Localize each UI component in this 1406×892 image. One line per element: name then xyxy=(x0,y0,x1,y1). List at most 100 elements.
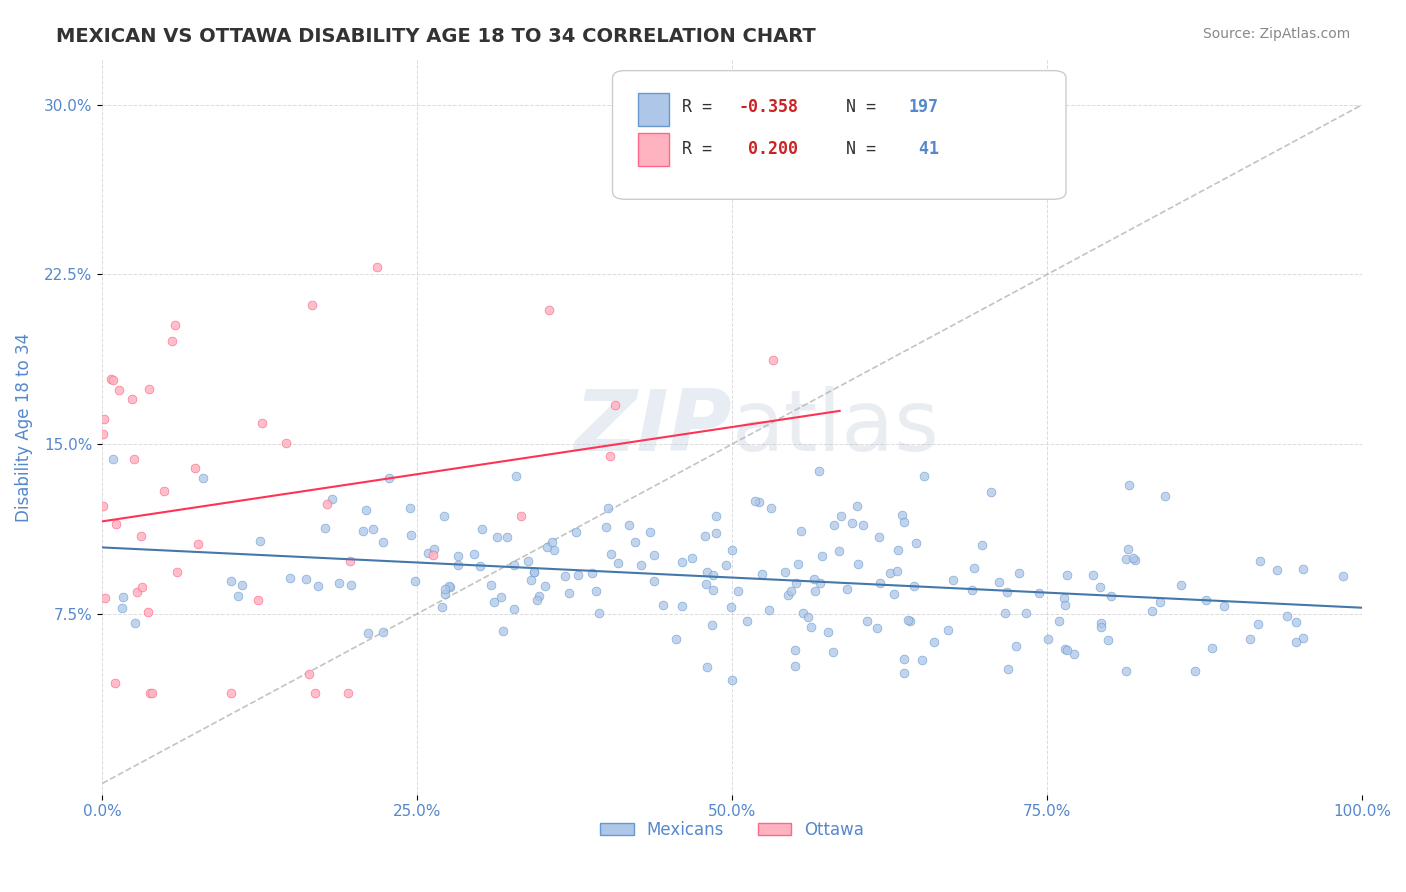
Mexicans xyxy=(526,593,548,607)
Ottawa xyxy=(298,667,321,681)
Mexicans xyxy=(314,521,336,535)
FancyBboxPatch shape xyxy=(638,133,669,166)
Mexicans xyxy=(868,530,890,544)
Mexicans xyxy=(780,584,803,599)
Mexicans xyxy=(399,527,422,541)
Mexicans xyxy=(1122,551,1144,566)
Mexicans xyxy=(630,558,652,572)
Mexicans xyxy=(652,598,675,612)
Mexicans xyxy=(735,614,758,628)
Mexicans xyxy=(1195,593,1218,607)
Mexicans xyxy=(463,547,485,561)
Ottawa xyxy=(141,686,163,700)
Mexicans xyxy=(399,500,422,515)
Ottawa xyxy=(108,383,131,397)
Ottawa xyxy=(91,426,114,441)
Mexicans xyxy=(893,666,915,681)
Mexicans xyxy=(112,591,135,605)
Ottawa xyxy=(153,484,176,499)
Mexicans xyxy=(1213,599,1236,614)
Ottawa xyxy=(138,382,160,396)
Mexicans xyxy=(1118,478,1140,492)
Mexicans xyxy=(111,600,134,615)
Mexicans xyxy=(803,572,825,586)
Mexicans xyxy=(496,530,519,544)
Mexicans xyxy=(1090,619,1112,633)
Mexicans xyxy=(567,568,589,582)
Mexicans xyxy=(536,541,558,555)
Mexicans xyxy=(295,572,318,586)
Ottawa xyxy=(104,516,127,531)
Mexicans xyxy=(994,606,1017,620)
Mexicans xyxy=(221,574,243,588)
Mexicans xyxy=(1142,604,1164,618)
Mexicans xyxy=(823,518,845,533)
Mexicans xyxy=(803,583,825,598)
Ottawa xyxy=(221,686,243,700)
Mexicans xyxy=(600,547,623,561)
Mexicans xyxy=(1056,643,1078,657)
Mexicans xyxy=(482,595,505,609)
Mexicans xyxy=(433,586,456,600)
Mexicans xyxy=(1170,578,1192,592)
Mexicans xyxy=(418,546,440,560)
Mexicans xyxy=(1115,665,1137,679)
Mexicans xyxy=(879,566,901,580)
Ottawa xyxy=(538,302,561,317)
Text: MEXICAN VS OTTAWA DISABILITY AGE 18 TO 34 CORRELATION CHART: MEXICAN VS OTTAWA DISABILITY AGE 18 TO 3… xyxy=(56,27,815,45)
Mexicans xyxy=(280,571,302,585)
Mexicans xyxy=(643,574,665,589)
Mexicans xyxy=(588,606,610,620)
Mexicans xyxy=(922,635,945,649)
Mexicans xyxy=(352,524,374,539)
Mexicans xyxy=(893,515,915,529)
Legend: Mexicans, Ottawa: Mexicans, Ottawa xyxy=(593,814,870,846)
Mexicans xyxy=(1028,586,1050,600)
Ottawa xyxy=(422,548,444,562)
Mexicans xyxy=(503,558,526,572)
Mexicans xyxy=(665,632,688,646)
Mexicans xyxy=(643,548,665,562)
Mexicans xyxy=(585,584,607,599)
Mexicans xyxy=(307,579,329,593)
Mexicans xyxy=(856,614,879,628)
Mexicans xyxy=(866,621,889,635)
Ottawa xyxy=(337,686,360,700)
Mexicans xyxy=(124,616,146,631)
Mexicans xyxy=(516,554,538,568)
Mexicans xyxy=(543,543,565,558)
Ottawa xyxy=(250,416,273,430)
Mexicans xyxy=(897,613,920,627)
Text: R =: R = xyxy=(682,98,721,116)
Mexicans xyxy=(471,522,494,536)
Ottawa xyxy=(139,686,162,700)
Mexicans xyxy=(695,576,717,591)
Mexicans xyxy=(558,586,581,600)
Mexicans xyxy=(447,558,470,572)
Mexicans xyxy=(1116,542,1139,557)
Mexicans xyxy=(783,642,806,657)
Mexicans xyxy=(1275,609,1298,624)
Mexicans xyxy=(638,525,661,540)
Ottawa xyxy=(160,334,183,349)
Ottawa xyxy=(184,461,207,475)
Mexicans xyxy=(785,659,807,673)
Mexicans xyxy=(785,576,807,591)
Mexicans xyxy=(1249,554,1271,568)
Text: 0.200: 0.200 xyxy=(738,140,799,158)
Mexicans xyxy=(1291,562,1313,576)
Mexicans xyxy=(995,585,1018,599)
Mexicans xyxy=(468,559,491,574)
Text: N =: N = xyxy=(845,98,886,116)
Mexicans xyxy=(852,518,875,533)
Mexicans xyxy=(361,522,384,536)
Mexicans xyxy=(997,662,1019,676)
Mexicans xyxy=(617,518,640,533)
Ottawa xyxy=(315,497,337,511)
Mexicans xyxy=(101,451,124,466)
Mexicans xyxy=(1053,591,1076,606)
Mexicans xyxy=(936,623,959,637)
Mexicans xyxy=(1053,642,1076,657)
Ottawa xyxy=(509,509,531,524)
Mexicans xyxy=(886,564,908,578)
